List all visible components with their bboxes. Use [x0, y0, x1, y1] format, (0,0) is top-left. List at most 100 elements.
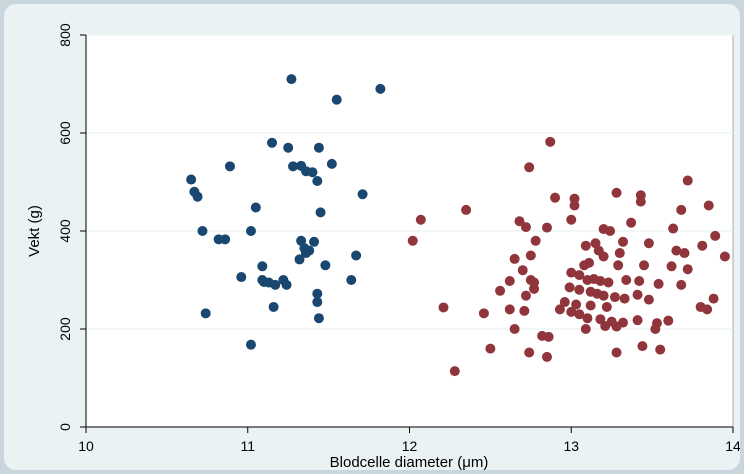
data-point-series-1: [357, 189, 368, 200]
data-point-series-2: [514, 216, 525, 227]
data-point-series-2: [637, 341, 648, 352]
data-point-series-1: [313, 313, 324, 324]
data-point-series-2: [598, 251, 609, 262]
data-point-series-2: [569, 193, 580, 204]
data-point-series-2: [614, 248, 625, 259]
data-point-series-2: [566, 214, 577, 225]
data-point-series-2: [449, 366, 460, 377]
data-point-series-2: [504, 275, 515, 286]
data-point-series-1: [283, 142, 294, 153]
data-point-series-1: [346, 275, 357, 285]
data-point-series-1: [294, 254, 305, 265]
data-point-series-2: [569, 200, 580, 211]
data-point-series-2: [580, 324, 591, 334]
data-point-series-1: [268, 301, 279, 312]
data-point-series-2: [524, 162, 535, 173]
x-tick-label: 14: [725, 438, 740, 454]
data-point-series-2: [566, 267, 577, 278]
data-point-series-2: [520, 290, 531, 301]
x-tick-label: 11: [240, 438, 255, 454]
x-axis: 10 11 12 13 14: [78, 426, 740, 454]
chart-frame: 0 200 400 600 800 10 11 12 13 14 Vekt (g) Blodce…: [4, 4, 740, 470]
data-point-series-1: [351, 250, 362, 261]
data-point-series-1: [313, 142, 324, 153]
x-tick-label: 13: [563, 438, 579, 454]
data-point-series-2: [703, 200, 714, 211]
data-point-series-2: [671, 245, 682, 256]
data-point-series-2: [485, 343, 496, 354]
data-point-series-2: [504, 304, 515, 315]
y-axis-title: Vekt (g): [26, 205, 43, 257]
data-point-series-2: [708, 293, 719, 304]
data-point-series-2: [559, 297, 570, 308]
data-point-series-1: [192, 191, 203, 202]
x-tick-label: 10: [78, 438, 94, 454]
data-point-series-1: [197, 226, 208, 236]
data-point-series-2: [509, 324, 520, 334]
data-point-series-1: [307, 167, 318, 178]
data-point-series-2: [619, 293, 630, 304]
data-point-series-1: [220, 234, 231, 245]
data-point-series-1: [186, 174, 197, 185]
data-point-series-2: [509, 253, 520, 264]
data-point-series-1: [315, 207, 326, 218]
data-point-series-2: [676, 204, 687, 215]
data-points: [186, 74, 730, 377]
data-point-series-2: [595, 275, 606, 286]
data-point-series-2: [554, 304, 565, 315]
data-point-series-2: [655, 344, 666, 355]
data-point-series-1: [245, 339, 256, 350]
data-point-series-2: [461, 204, 472, 215]
data-point-series-2: [643, 294, 654, 305]
data-point-series-2: [566, 306, 577, 317]
data-point-series-2: [541, 351, 552, 362]
data-point-series-2: [621, 275, 632, 285]
data-point-series-2: [676, 279, 687, 290]
data-point-series-1: [300, 248, 311, 259]
data-point-series-2: [478, 308, 489, 319]
data-point-series-2: [550, 192, 561, 203]
data-point-series-2: [438, 302, 449, 313]
y-tick-label: 800: [57, 23, 73, 47]
data-point-series-1: [270, 279, 281, 290]
data-point-series-2: [611, 187, 622, 198]
data-point-series-2: [613, 260, 624, 271]
data-point-series-2: [585, 300, 596, 311]
data-point-series-1: [288, 161, 299, 172]
data-point-series-2: [668, 223, 679, 234]
data-point-series-2: [495, 285, 506, 296]
data-point-series-1: [245, 226, 256, 236]
data-point-series-2: [697, 240, 708, 251]
data-point-series-2: [666, 261, 677, 272]
y-tick-label: 400: [57, 219, 73, 243]
data-point-series-2: [639, 260, 650, 271]
data-point-series-2: [600, 321, 611, 332]
data-point-series-1: [224, 161, 235, 172]
data-point-series-2: [574, 270, 585, 281]
data-point-series-2: [519, 305, 530, 316]
scatter-chart: 0 200 400 600 800 10 11 12 13 14 Vekt (g) Blodce…: [26, 23, 740, 470]
data-point-series-1: [326, 158, 337, 169]
data-point-series-2: [582, 313, 593, 324]
data-point-series-2: [524, 347, 535, 358]
data-point-series-2: [603, 277, 614, 288]
data-point-series-1: [375, 83, 386, 94]
data-point-series-1: [257, 261, 268, 272]
data-point-series-2: [601, 301, 612, 312]
data-point-series-2: [682, 264, 693, 275]
data-point-series-2: [571, 299, 582, 310]
data-point-series-2: [574, 284, 585, 295]
y-tick-label: 200: [57, 317, 73, 341]
data-point-series-2: [618, 236, 629, 247]
data-point-series-2: [579, 260, 590, 271]
data-point-series-1: [286, 74, 297, 85]
data-point-series-1: [281, 279, 292, 290]
data-point-series-2: [517, 265, 528, 276]
data-point-series-2: [545, 136, 556, 147]
data-point-series-2: [634, 275, 645, 286]
data-point-series-1: [312, 297, 323, 308]
data-point-series-2: [541, 222, 552, 233]
data-point-series-2: [679, 248, 690, 259]
data-point-series-1: [331, 94, 342, 105]
data-point-series-1: [312, 288, 323, 299]
